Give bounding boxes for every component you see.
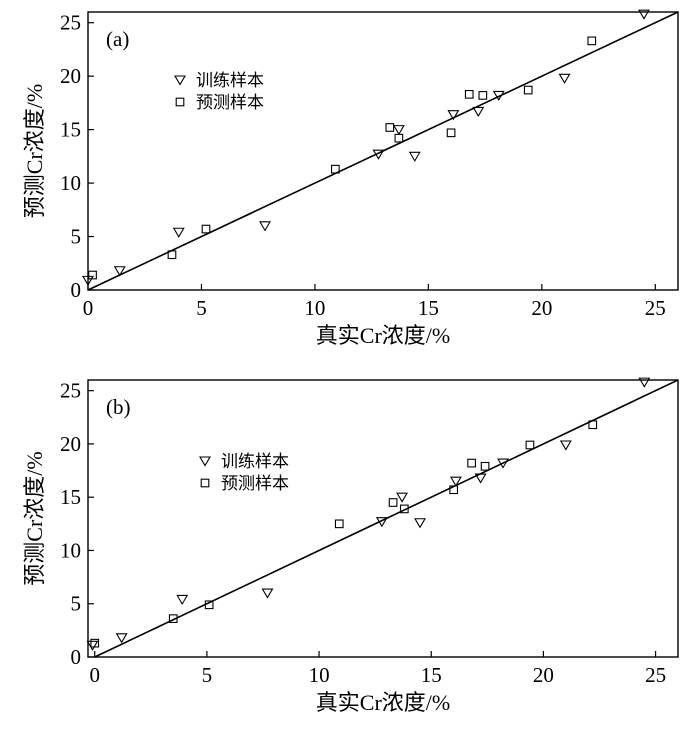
data-point-train: [261, 588, 274, 599]
y-axis-title: 预测Cr浓度/%: [22, 84, 47, 218]
legend-label: 预测样本: [221, 474, 289, 493]
data-point-train: [497, 458, 509, 469]
data-point-train: [408, 151, 421, 162]
data-point-test: [525, 440, 535, 450]
data-point-test: [588, 420, 598, 430]
data-point-train: [375, 517, 388, 528]
x-tick-label: 25: [645, 663, 666, 687]
data-point-test: [334, 519, 344, 529]
data-point-test: [449, 485, 459, 495]
data-point-train: [414, 518, 426, 529]
data-point-test: [394, 133, 404, 143]
data-point-test: [201, 224, 211, 234]
plot-frame: [87, 379, 679, 658]
data-point-train: [638, 377, 651, 388]
data-point-train: [172, 227, 185, 238]
legend-marker-train: [174, 75, 186, 86]
x-tick-label: 25: [645, 296, 666, 320]
panel-label: (b): [106, 395, 131, 419]
data-point-test: [204, 600, 214, 610]
data-point-train: [372, 149, 385, 160]
y-tick-label: 0: [71, 645, 82, 669]
data-point-train: [637, 9, 650, 20]
y-tick-label: 5: [71, 592, 82, 616]
data-point-train: [259, 221, 271, 232]
data-point-train: [472, 106, 485, 118]
x-tick-label: 5: [202, 663, 213, 687]
data-point-train: [559, 440, 572, 451]
x-axis-title: 真实Cr浓度/%: [316, 690, 450, 715]
data-point-train: [86, 640, 99, 651]
x-axis-title: 真实Cr浓度/%: [316, 323, 450, 348]
data-point-train: [82, 275, 94, 286]
y-tick-label: 15: [60, 118, 81, 142]
legend-label: 预测样本: [196, 93, 264, 112]
y-tick-label: 20: [60, 64, 81, 88]
panel-label: (a): [106, 27, 129, 51]
data-point-train: [176, 594, 189, 606]
data-point-train: [113, 266, 126, 277]
data-point-train: [115, 633, 128, 644]
data-point-test: [388, 498, 398, 507]
x-tick-label: 20: [533, 663, 554, 687]
data-point-train: [558, 73, 571, 84]
data-point-train: [447, 110, 460, 121]
x-tick-label: 10: [304, 296, 325, 320]
data-point-test: [523, 85, 533, 95]
data-point-test: [88, 270, 97, 280]
y-tick-label: 25: [60, 379, 81, 403]
data-point-test: [467, 458, 476, 468]
data-point-train: [449, 476, 462, 487]
legend-marker-train: [199, 456, 211, 467]
data-point-test: [446, 128, 456, 138]
y-tick-label: 0: [71, 278, 82, 302]
data-point-test: [330, 164, 340, 174]
y-tick-label: 10: [60, 171, 81, 195]
x-tick-label: 20: [531, 296, 552, 320]
data-point-test: [464, 89, 474, 99]
data-point-test: [399, 504, 409, 514]
legend-marker-test: [175, 97, 185, 107]
data-point-test: [385, 123, 395, 132]
data-point-test: [168, 614, 178, 623]
legend-label: 训练样本: [196, 71, 264, 90]
x-tick-label: 10: [309, 663, 330, 687]
x-tick-label: 5: [196, 296, 207, 320]
x-tick-label: 0: [89, 663, 100, 687]
data-point-train: [392, 125, 405, 136]
data-point-test: [480, 461, 490, 471]
data-point-test: [167, 250, 177, 260]
data-point-test: [587, 36, 597, 46]
data-point-train: [492, 90, 505, 101]
legend-marker-test: [200, 478, 210, 488]
data-point-test: [478, 91, 488, 100]
y-tick-label: 25: [60, 11, 81, 35]
y-axis-title: 预测Cr浓度/%: [22, 451, 47, 585]
y-tick-label: 20: [60, 432, 81, 456]
x-tick-label: 15: [418, 296, 439, 320]
data-point-test: [90, 638, 100, 648]
y-tick-label: 15: [60, 485, 81, 509]
data-point-train: [396, 492, 409, 503]
y-tick-label: 10: [60, 538, 81, 562]
data-point-train: [474, 473, 487, 484]
x-tick-label: 0: [83, 296, 94, 320]
x-tick-label: 15: [421, 663, 442, 687]
legend-label: 训练样本: [221, 452, 289, 471]
y-tick-label: 5: [71, 225, 82, 249]
plot-frame: [87, 11, 679, 291]
